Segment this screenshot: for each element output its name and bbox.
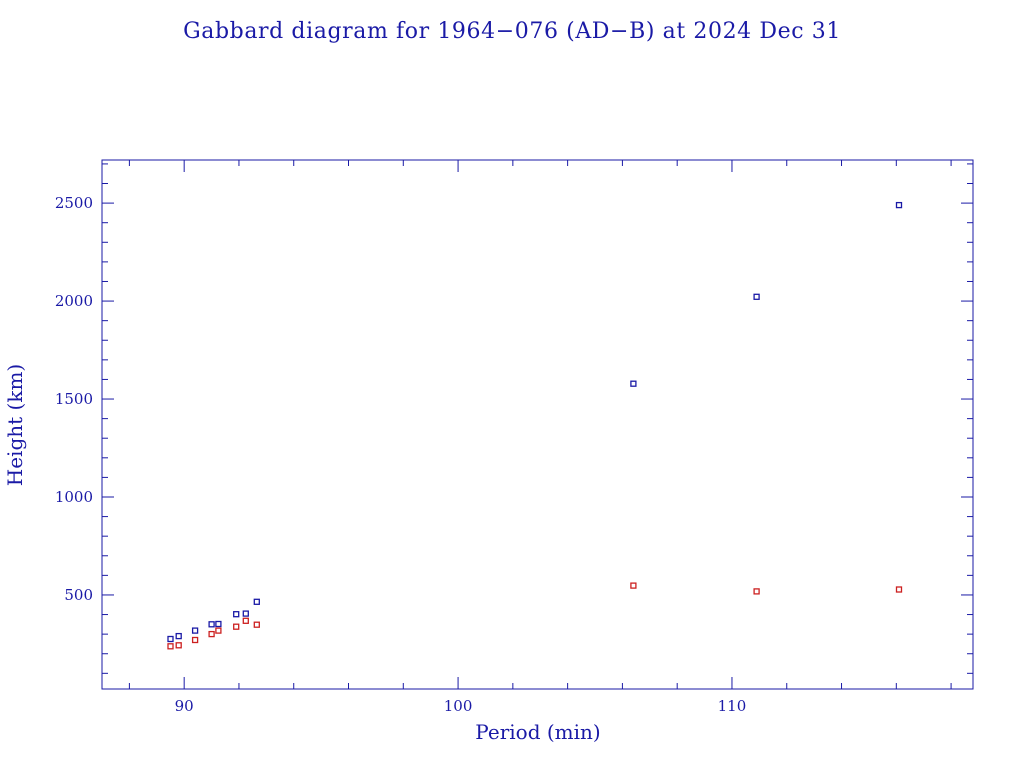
y-tick-label: 1000 xyxy=(55,488,93,506)
apogee-point xyxy=(895,201,903,209)
apogee-point xyxy=(630,380,637,387)
y-axis-title: Height (km) xyxy=(3,364,27,486)
perigee-point xyxy=(242,617,249,624)
perigee-point xyxy=(753,588,760,595)
perigee-point xyxy=(895,586,903,593)
x-tick-label: 90 xyxy=(175,697,194,715)
apogee-point xyxy=(753,293,760,300)
apogee-point xyxy=(215,620,222,628)
y-tick-label: 2000 xyxy=(55,292,93,310)
apogee-point xyxy=(167,635,174,643)
y-tick-label: 1500 xyxy=(55,390,93,408)
perigee-point xyxy=(233,623,240,630)
perigee-point xyxy=(208,630,215,638)
perigee-point xyxy=(167,643,174,650)
apogee-point xyxy=(175,632,182,640)
x-axis-title: Period (min) xyxy=(475,720,600,744)
data-points xyxy=(167,201,903,650)
apogee-point xyxy=(253,598,260,605)
x-tick-label: 110 xyxy=(718,697,747,715)
perigee-point xyxy=(175,642,182,649)
plot-frame xyxy=(101,159,974,690)
apogee-point xyxy=(242,610,249,617)
apogee-point xyxy=(191,627,199,634)
apogee-point xyxy=(233,611,240,618)
perigee-point xyxy=(253,621,260,628)
perigee-point xyxy=(191,636,199,644)
x-tick-label: 100 xyxy=(444,697,473,715)
y-tick-label: 500 xyxy=(64,586,93,604)
chart-title: Gabbard diagram for 1964−076 (AD−B) at 2… xyxy=(183,19,841,44)
perigee-point xyxy=(215,627,222,634)
axis-tick-labels: 90 100 110 500 1000 1500 2000 2500 xyxy=(55,194,746,715)
y-tick-label: 2500 xyxy=(55,194,93,212)
axis-ticks xyxy=(102,160,973,689)
apogee-point xyxy=(208,621,215,628)
perigee-point xyxy=(630,582,637,589)
